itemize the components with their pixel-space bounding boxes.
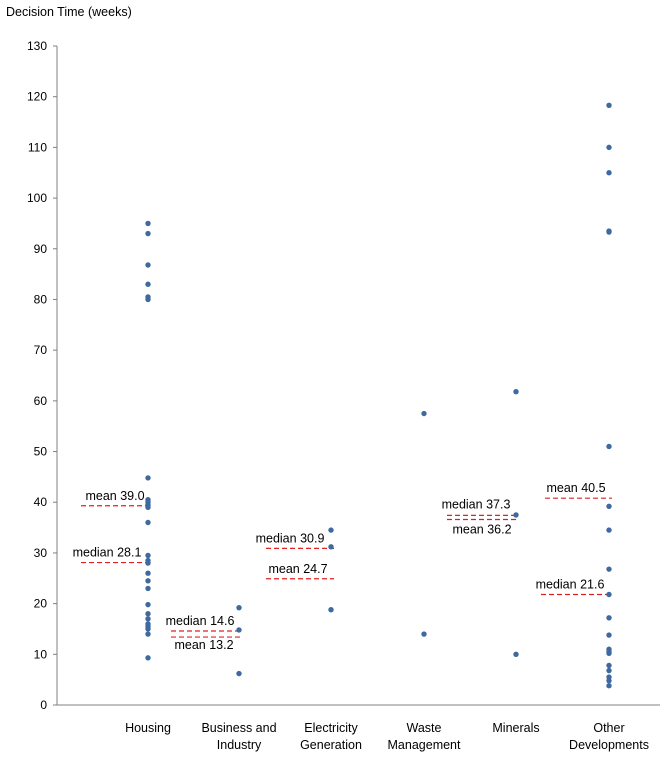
median-label: median 28.1	[73, 546, 142, 560]
x-category-label-line: Business and	[201, 721, 276, 735]
data-point	[145, 475, 151, 481]
median-label: median 37.3	[442, 497, 511, 511]
mean-label: mean 36.2	[452, 522, 511, 536]
data-point	[606, 566, 612, 572]
data-point	[145, 519, 151, 526]
x-category-label-line: Management	[388, 738, 461, 752]
x-category-label-line: Generation	[300, 738, 362, 752]
y-tick-label: 50	[34, 445, 48, 459]
data-point	[145, 552, 151, 559]
y-tick-label: 100	[27, 191, 47, 205]
mean-label: mean 40.5	[546, 481, 605, 495]
data-point	[145, 220, 151, 227]
data-point	[145, 560, 151, 566]
y-tick-label: 110	[28, 140, 47, 154]
data-point	[328, 544, 334, 550]
x-category-label: Business and Industry	[201, 721, 276, 752]
y-tick-label: 90	[34, 242, 48, 256]
data-point	[421, 631, 427, 637]
x-axis: Housing Business and Industry Electricity Ge…	[57, 704, 660, 752]
data-point	[236, 604, 242, 611]
x-category-label-line: Waste	[407, 721, 442, 735]
data-point	[513, 389, 519, 395]
data-point	[145, 578, 151, 584]
x-category-label: Waste Management	[388, 721, 461, 752]
x-category-label-line: Developments	[569, 738, 649, 752]
x-category-label: Housing	[125, 721, 171, 735]
data-point	[145, 616, 151, 622]
y-tick-label: 40	[34, 495, 48, 509]
data-point	[606, 503, 612, 509]
data-point	[513, 512, 519, 518]
x-category-label-line: Other	[593, 721, 624, 735]
data-point	[606, 144, 612, 151]
y-axis-title: Decision Time (weeks)	[6, 5, 132, 19]
data-point	[606, 170, 612, 176]
data-point	[328, 527, 334, 533]
median-label: median 21.6	[536, 577, 605, 591]
data-point	[606, 229, 612, 235]
median-label: median 14.6	[166, 614, 235, 628]
mean-label: mean 13.2	[174, 638, 233, 652]
x-category-label: Other Developments	[569, 721, 649, 752]
y-tick-label: 0	[40, 698, 47, 712]
mean-label: mean 24.7	[268, 562, 327, 576]
data-point	[145, 611, 151, 617]
x-category-label-line: Electricity	[304, 721, 358, 735]
data-point	[421, 410, 427, 417]
x-category-label-line: Minerals	[492, 721, 539, 735]
data-point	[145, 570, 151, 576]
data-point	[606, 615, 612, 621]
stat-lines: mean 39.0 median 28.1 median 14.6 mean 13.2…	[73, 481, 612, 652]
y-tick-label: 60	[34, 394, 48, 408]
y-tick-label: 20	[34, 597, 48, 611]
data-point	[145, 585, 151, 592]
data-point	[145, 296, 151, 303]
data-point	[328, 606, 334, 613]
x-category-label-line: Housing	[125, 721, 171, 735]
y-tick-label: 10	[34, 647, 48, 661]
data-point	[606, 683, 612, 689]
data-point	[606, 667, 612, 674]
x-category-label: Electricity Generation	[300, 721, 362, 752]
data-point	[145, 230, 151, 237]
data-point	[145, 626, 151, 632]
x-category-label: Minerals	[492, 721, 539, 735]
y-tick-label: 120	[27, 90, 47, 104]
y-tick-label: 80	[34, 292, 48, 306]
data-point	[606, 677, 612, 684]
data-points	[145, 102, 612, 689]
y-tick-label: 30	[34, 546, 48, 560]
data-point	[236, 627, 242, 633]
median-label: median 30.9	[256, 531, 325, 545]
y-tick-label: 70	[34, 343, 48, 357]
mean-label: mean 39.0	[85, 489, 144, 503]
data-point	[606, 591, 612, 598]
data-point	[606, 632, 612, 638]
data-point	[606, 443, 612, 450]
y-tick-label: 130	[27, 39, 47, 53]
data-point	[145, 281, 151, 287]
data-point	[145, 655, 151, 661]
y-axis: 0 10 20 30 40 50 60 70 80 90 100 110 120 130	[27, 39, 58, 712]
data-point	[145, 262, 151, 268]
data-point	[145, 601, 151, 608]
data-point	[145, 504, 151, 510]
data-point	[513, 651, 519, 658]
data-point	[606, 662, 612, 669]
data-point	[606, 527, 612, 533]
data-point	[145, 631, 151, 637]
data-point	[606, 650, 612, 656]
x-category-label-line: Industry	[217, 738, 262, 752]
data-point	[236, 670, 242, 677]
data-point	[606, 102, 612, 109]
